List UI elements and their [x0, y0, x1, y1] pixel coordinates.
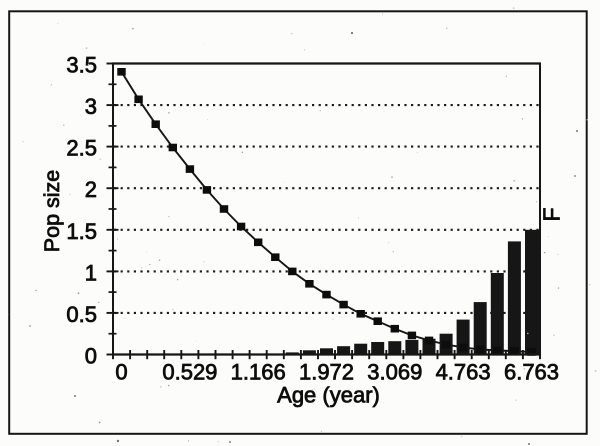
svg-text:3.069: 3.069: [367, 360, 422, 385]
svg-text:1.166: 1.166: [231, 360, 286, 385]
svg-text:0: 0: [115, 360, 127, 385]
svg-text:0.5: 0.5: [66, 302, 97, 327]
svg-text:1.972: 1.972: [299, 360, 354, 385]
svg-text:F: F: [539, 207, 565, 221]
svg-text:3.5: 3.5: [66, 53, 97, 78]
svg-text:Pop size: Pop size: [40, 170, 64, 252]
svg-text:1.5: 1.5: [66, 219, 97, 244]
svg-text:3: 3: [85, 94, 97, 119]
svg-text:0: 0: [85, 344, 97, 369]
svg-text:6.763: 6.763: [504, 360, 559, 385]
svg-text:1: 1: [85, 260, 97, 285]
svg-text:4.763: 4.763: [436, 360, 491, 385]
svg-text:0.529: 0.529: [162, 360, 217, 385]
svg-text:Age (year): Age (year): [277, 383, 380, 408]
svg-text:2.5: 2.5: [66, 136, 97, 161]
svg-text:2: 2: [85, 177, 97, 202]
